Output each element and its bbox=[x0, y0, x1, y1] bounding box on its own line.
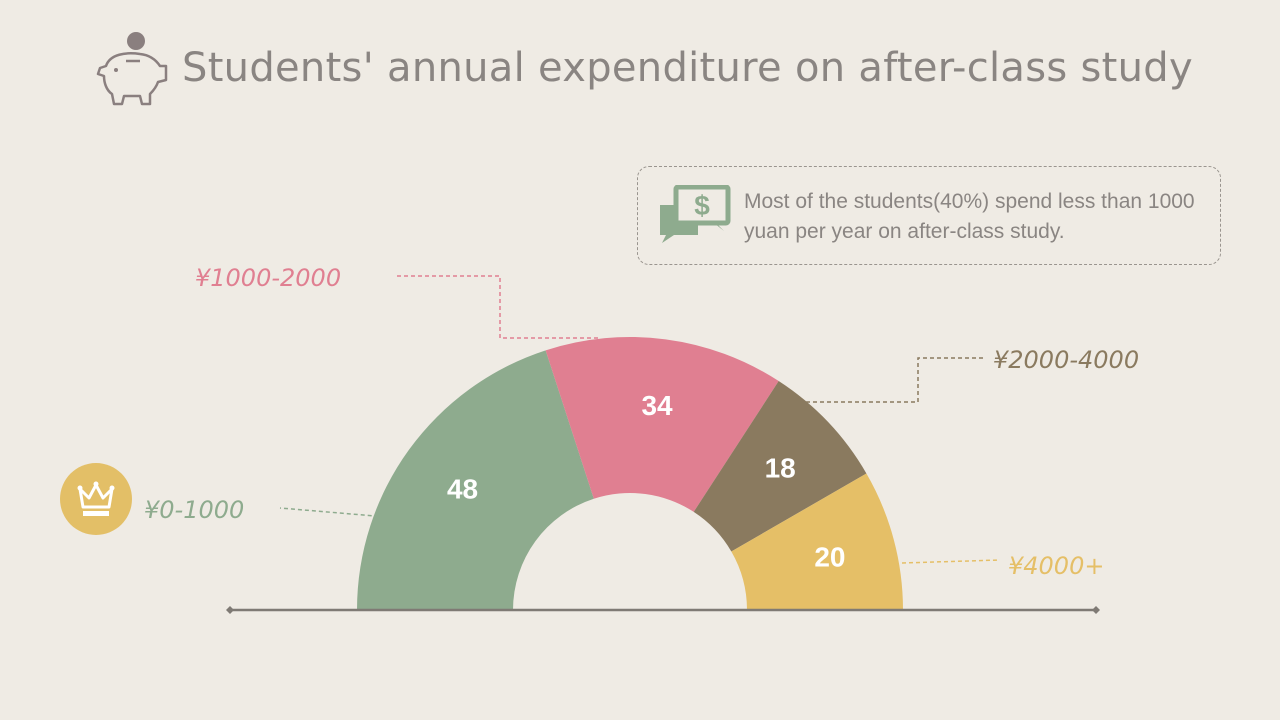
piggy-bank-icon bbox=[96, 32, 168, 106]
category-label-0-1000: ¥0-1000 bbox=[144, 496, 244, 524]
crown-badge bbox=[60, 463, 132, 535]
insight-callout: $ Most of the students(40%) spend less t… bbox=[637, 166, 1221, 265]
slice-4000 bbox=[731, 473, 903, 610]
callout-text: Most of the students(40%) spend less tha… bbox=[744, 190, 1195, 243]
category-label-4000: ¥4000+ bbox=[1008, 552, 1104, 580]
leader-line-1000-2000 bbox=[397, 275, 598, 339]
slice-0-1000 bbox=[357, 350, 594, 610]
leader-line-4000 bbox=[901, 559, 1001, 564]
leader-line-0-1000 bbox=[279, 507, 372, 517]
slice-1000-2000 bbox=[545, 336, 779, 512]
slice-2000-4000 bbox=[693, 381, 867, 552]
value-label-1000-2000: 34 bbox=[641, 390, 673, 421]
crown-icon bbox=[77, 481, 115, 516]
svg-text:$: $ bbox=[694, 190, 710, 221]
category-label-1000-2000: ¥1000-2000 bbox=[195, 264, 341, 292]
header: Students' annual expenditure on after-cl… bbox=[96, 18, 1193, 118]
page-title: Students' annual expenditure on after-cl… bbox=[182, 45, 1193, 91]
money-chat-icon: $ bbox=[660, 185, 731, 243]
value-label-0-1000: 48 bbox=[447, 473, 478, 504]
leader-line-2000-4000 bbox=[806, 357, 985, 403]
value-label-4000: 20 bbox=[814, 541, 845, 572]
category-label-2000-4000: ¥2000-4000 bbox=[993, 346, 1139, 374]
value-label-2000-4000: 18 bbox=[765, 453, 796, 484]
